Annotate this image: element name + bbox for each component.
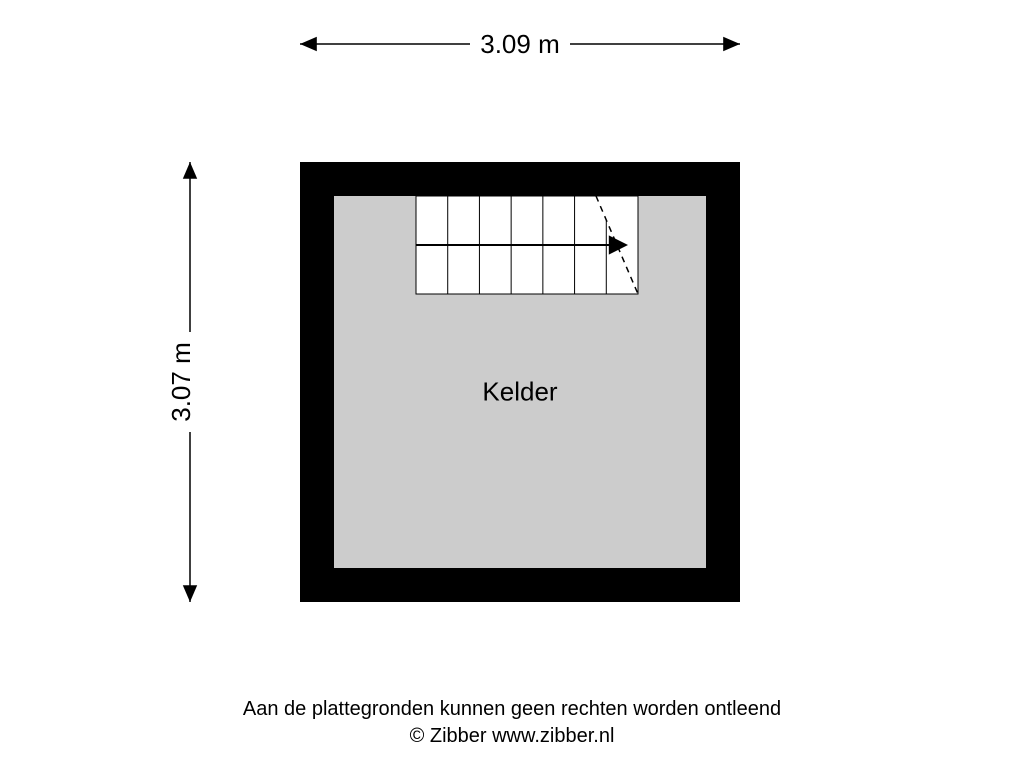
room-label: Kelder	[482, 377, 557, 407]
dimension-arrowhead	[183, 585, 197, 602]
dimension-label-top: 3.09 m	[480, 29, 560, 59]
dimension-arrowhead	[723, 37, 740, 51]
copyright-text: © Zibber www.zibber.nl	[0, 723, 1024, 750]
footer: Aan de plattegronden kunnen geen rechten…	[0, 696, 1024, 750]
floorplan-canvas: Kelder 3.09 m 3.07 m Aan de plattegronden …	[0, 0, 1024, 768]
floorplan-svg: Kelder 3.09 m 3.07 m	[0, 0, 1024, 768]
dimension-arrowhead	[300, 37, 317, 51]
dimension-label-left: 3.07 m	[166, 342, 196, 422]
dimension-arrowhead	[183, 162, 197, 179]
disclaimer-text: Aan de plattegronden kunnen geen rechten…	[0, 696, 1024, 723]
